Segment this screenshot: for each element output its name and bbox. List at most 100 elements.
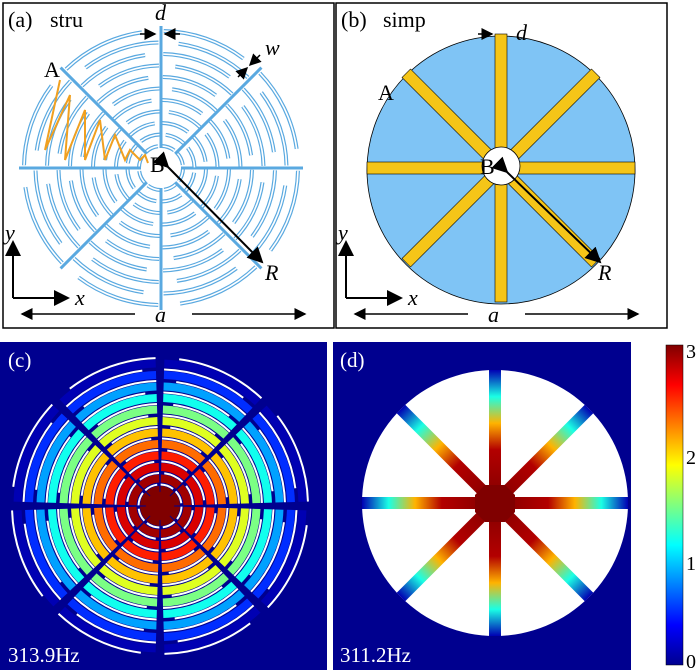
tick-1: 1 (686, 553, 696, 575)
mode-arc (227, 508, 261, 575)
mode-arc (210, 452, 238, 505)
label-w: w (265, 35, 280, 60)
mode-arc (218, 444, 249, 504)
mode-arc (252, 413, 295, 503)
mode-arc (160, 486, 174, 498)
mode-arc (67, 598, 157, 641)
panel-c: (c) 313.9Hz (0, 342, 327, 670)
mode-arc (163, 382, 245, 422)
label-A: A (378, 80, 394, 105)
label-d: d (516, 20, 528, 45)
mode-arc (168, 506, 180, 520)
panel-a: (a) stru d w A B R a x y (2, 0, 335, 329)
colorbar: 3 2 1 0 (665, 341, 696, 670)
mode-arc (210, 507, 238, 560)
mode-shape-c (11, 357, 309, 655)
mode-arc (106, 428, 159, 456)
panel-c-tag: (c) (8, 348, 31, 372)
panel-a-tag: (a) (8, 7, 32, 32)
mode-arc (260, 405, 307, 502)
mode-shape-d (362, 370, 628, 636)
mode-arc (244, 509, 284, 591)
panel-b-tag: (b) (341, 7, 367, 32)
mode-arc (161, 428, 214, 456)
label-R: R (597, 260, 612, 285)
mode-arc (25, 509, 68, 599)
mode-arc (105, 468, 127, 505)
mode-arc (140, 506, 152, 520)
mode-arc (83, 394, 157, 431)
mode-arc (163, 371, 253, 414)
mode-arc (161, 539, 198, 561)
mode-arc (106, 556, 159, 584)
mode-arc (98, 564, 158, 595)
mode-arc (122, 539, 159, 561)
mode-arc (193, 468, 215, 505)
mode-arc (71, 508, 102, 568)
spoke (490, 498, 594, 602)
mode-arc (105, 507, 127, 544)
label-B: B (480, 154, 495, 179)
mode-arc (160, 514, 174, 526)
mode-arc (140, 492, 152, 506)
mode-arc (162, 564, 222, 595)
mode-arc (185, 476, 203, 506)
tick-3: 3 (686, 341, 696, 363)
mode-arc (163, 590, 245, 630)
mode-arc (130, 463, 160, 481)
mode-arc (82, 507, 110, 560)
mode-arc (48, 509, 85, 583)
spoke (362, 497, 495, 509)
label-a: a (488, 302, 499, 327)
mode-arc (82, 452, 110, 505)
mode-arc (91, 405, 158, 439)
mode-arc (160, 474, 182, 490)
mode-arc (59, 359, 156, 406)
mode-arc (244, 421, 284, 503)
maze-wall (59, 181, 148, 270)
spoke (396, 404, 500, 508)
spoke (396, 498, 500, 602)
mode-arc (176, 506, 192, 528)
mode-arc (235, 509, 272, 583)
orange-path (44, 79, 149, 164)
mode-arc (71, 444, 102, 504)
spoke (489, 370, 501, 503)
mode-arc (117, 476, 135, 506)
maze-wall (174, 66, 263, 155)
label-A: A (44, 57, 60, 82)
frequency-c: 313.9Hz (8, 643, 80, 667)
mode-arc (67, 371, 157, 414)
spoke (489, 503, 501, 636)
label-d: d (155, 0, 167, 25)
mode-arc (176, 484, 192, 506)
panel-d: (d) 311.2Hz (333, 342, 631, 670)
mode-arc (202, 460, 226, 505)
mode-arc (161, 548, 206, 572)
spoke (490, 404, 594, 508)
panel-d-tag: (d) (340, 348, 365, 372)
mode-arc (59, 606, 156, 653)
mode-arc (36, 509, 76, 591)
mode-arc (13, 405, 60, 502)
mode-arc (164, 359, 261, 406)
mode-arc (160, 522, 182, 538)
spoke (500, 161, 636, 175)
mode-arc (168, 492, 180, 506)
label-y: y (3, 220, 15, 245)
mode-arc (83, 581, 157, 618)
label-y: y (336, 220, 348, 245)
mode-arc (94, 507, 118, 552)
mode-arc (160, 463, 190, 481)
mode-arc (235, 429, 272, 503)
mode-arc (252, 509, 295, 599)
panel-b-title: simp (383, 7, 426, 32)
mode-arc (117, 506, 135, 536)
mode-arc (138, 474, 160, 490)
mode-arc (185, 506, 203, 536)
center-hub (146, 492, 174, 520)
radius-arrow (152, 151, 264, 264)
mode-arc (162, 573, 229, 607)
mode-arc (75, 382, 157, 422)
